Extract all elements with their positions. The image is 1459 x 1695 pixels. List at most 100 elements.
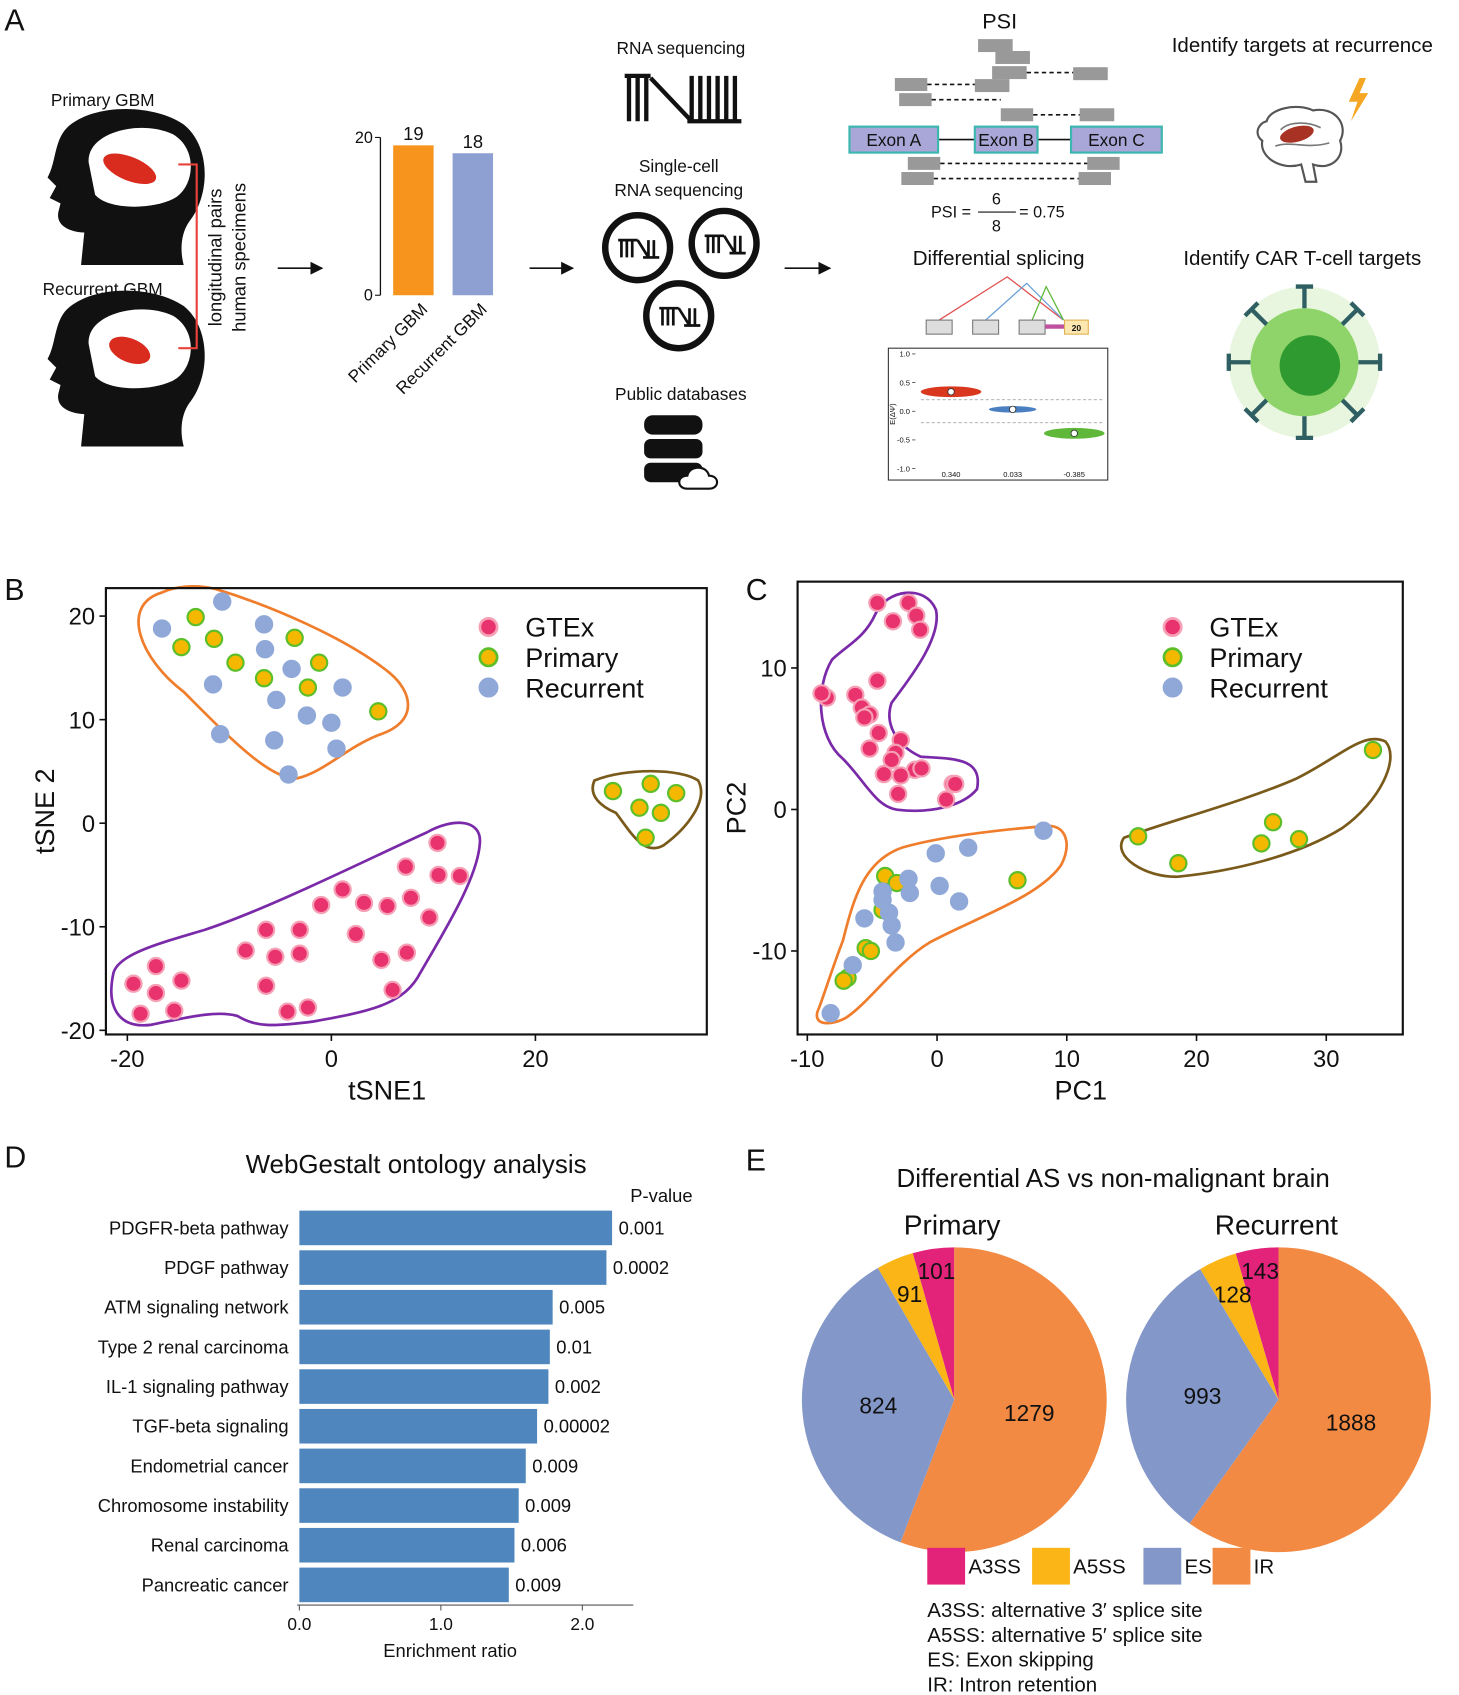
point	[926, 844, 945, 863]
point	[855, 708, 874, 727]
p-value: 0.009	[532, 1455, 578, 1476]
point	[397, 943, 417, 962]
point	[165, 1001, 184, 1020]
label: human specimens	[228, 183, 249, 332]
x-axis-label: Enrichment ratio	[383, 1640, 517, 1661]
label: longitudinal pairs	[205, 189, 226, 327]
point	[290, 944, 309, 963]
x-axis-label: PC1	[1054, 1075, 1107, 1105]
pie-label: 824	[859, 1393, 897, 1419]
point	[868, 593, 887, 613]
shape	[995, 50, 1030, 64]
legend-label: A3SS	[968, 1556, 1020, 1579]
y-tick-label: 0	[774, 797, 787, 824]
chart-title: WebGestalt ontology analysis	[246, 1151, 587, 1179]
point	[651, 803, 671, 823]
point	[888, 784, 908, 804]
shape	[1063, 319, 1089, 335]
y-tick-label: Type 2 renal carcinoma	[98, 1336, 290, 1357]
point	[868, 671, 887, 690]
legend-label: A5SS	[1073, 1556, 1125, 1579]
shape	[1079, 108, 1115, 122]
pie-subtitle: Recurrent	[1215, 1209, 1338, 1240]
shape	[978, 39, 1013, 53]
x-axis-label: tSNE1	[348, 1075, 426, 1105]
legend-label: IR	[1254, 1556, 1275, 1579]
point	[255, 640, 275, 659]
head-primary	[47, 109, 205, 265]
point	[213, 592, 232, 611]
cluster-outline	[1120, 737, 1392, 879]
bar	[299, 1527, 515, 1563]
p-value: 0.006	[521, 1535, 567, 1556]
formula: 8	[992, 217, 1001, 235]
x-tick-label: 0	[930, 1046, 943, 1073]
y-tick-label: -10	[61, 914, 95, 941]
point	[883, 612, 903, 631]
legend-label: ES	[1184, 1556, 1211, 1579]
y-tick-label: ATM signaling network	[104, 1297, 289, 1318]
p-value: 0.009	[525, 1495, 571, 1516]
x-tick-label: 20	[522, 1046, 548, 1073]
legend-label: GTEx	[525, 613, 595, 643]
shape	[644, 415, 703, 435]
shape	[1031, 285, 1065, 321]
point	[372, 950, 391, 970]
y-tick-label: -20	[61, 1018, 95, 1045]
point	[900, 883, 919, 903]
point	[401, 888, 421, 907]
y-tick-label: 0	[82, 811, 95, 838]
pie-slice	[877, 1253, 955, 1400]
shape	[894, 78, 928, 91]
y-tick-label: 0.5	[899, 378, 910, 387]
shape	[901, 172, 934, 186]
y-tick-label: -1.0	[897, 464, 910, 473]
bar	[299, 1289, 553, 1325]
point	[152, 619, 172, 638]
formula: 6	[992, 190, 1001, 208]
shape	[659, 306, 701, 327]
car-t-icon	[1226, 284, 1383, 441]
point	[298, 998, 318, 1017]
cluster-outline	[591, 769, 703, 850]
note: ES: Exon skipping	[927, 1649, 1094, 1672]
note: A3SS: alternative 3′ splice site	[927, 1599, 1202, 1622]
bar	[299, 1329, 550, 1365]
point	[1252, 834, 1271, 853]
shape	[974, 79, 1010, 93]
shape	[624, 73, 742, 124]
point	[265, 731, 284, 750]
note: A5SS: alternative 5′ splice site	[927, 1624, 1202, 1647]
head-recurrent	[47, 290, 205, 447]
point	[603, 781, 623, 801]
median	[1008, 405, 1017, 414]
y-tick-label: 10	[760, 656, 786, 683]
exon-label: Exon A	[866, 130, 921, 150]
y-tick-label: 0.0	[899, 407, 910, 416]
y-tick-label: Endometrial cancer	[130, 1455, 288, 1476]
point	[346, 924, 366, 944]
y-axis-label: tSNE 2	[30, 769, 60, 855]
plot-frame	[104, 587, 708, 1036]
y-tick-label: IL-1 signaling pathway	[106, 1376, 290, 1397]
point	[383, 980, 402, 1000]
pie-label: 143	[1241, 1258, 1279, 1284]
point	[1034, 821, 1053, 840]
legend-marker	[478, 677, 499, 698]
shape	[899, 93, 932, 107]
cluster-outline	[110, 821, 482, 1027]
point	[1289, 829, 1309, 849]
exon	[973, 125, 1039, 154]
shape	[925, 319, 953, 335]
pie-slice	[1189, 1247, 1431, 1553]
value-label: 0.033	[1003, 470, 1022, 479]
pie-label: 101	[918, 1258, 956, 1284]
value-label: 19	[403, 123, 423, 144]
legend-swatch	[927, 1547, 966, 1585]
p-value: 0.009	[515, 1574, 561, 1595]
p-value: 0.0002	[613, 1257, 669, 1278]
label: PSI	[982, 8, 1017, 33]
note: IR: Intron retention	[927, 1674, 1097, 1695]
y-tick-label: 1.0	[899, 350, 910, 359]
